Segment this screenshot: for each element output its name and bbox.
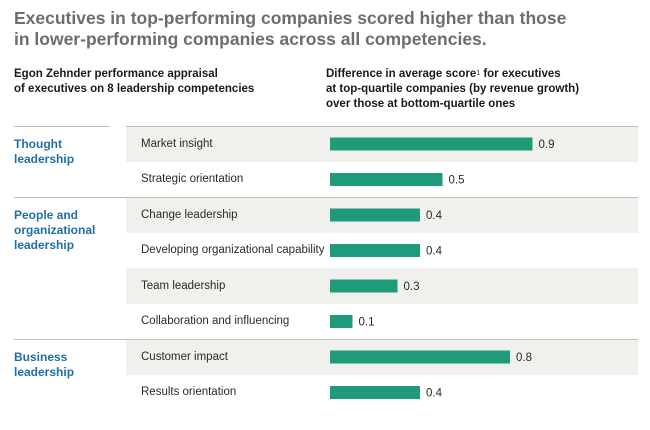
- competency-label-market-insight: Market insight: [141, 138, 213, 150]
- value-label: 0.5: [449, 175, 465, 187]
- right-header-line-3: over those at bottom-quartile ones: [326, 98, 516, 110]
- group-label-line: Thought: [14, 137, 62, 151]
- group-label-line: People and: [14, 208, 79, 222]
- value-label: 0.4: [426, 210, 443, 222]
- group-label-line: leadership: [14, 238, 75, 252]
- value-label: 0.1: [359, 317, 375, 329]
- group-label-people-and-organizational-leadership: People and organizational leadership: [14, 208, 95, 253]
- bar-developing-organizational-capability: [330, 244, 420, 257]
- right-header-line-1: Difference in average score1 for executi…: [326, 67, 579, 82]
- group-label-line: leadership: [14, 152, 75, 166]
- bar-strategic-orientation: [330, 173, 443, 186]
- group-divider: [14, 339, 638, 340]
- value-label: 0.9: [539, 139, 555, 151]
- value-label: 0.8: [516, 352, 532, 364]
- group-label-line: leadership: [14, 365, 75, 379]
- left-header-line-1: Egon Zehnder performance appraisal: [14, 68, 218, 80]
- right-header-line-2: at top-quartile companies (by revenue gr…: [326, 83, 580, 95]
- title-line-2: in lower-performing companies across all…: [14, 29, 487, 49]
- group-label-thought-leadership: Thought leadership: [14, 137, 74, 167]
- bar-collaboration-and-influencing: [330, 315, 353, 328]
- value-label: 0.4: [426, 388, 443, 400]
- group-label-line: Business: [14, 350, 68, 364]
- bar-customer-impact: [330, 350, 510, 364]
- value-label: 0.4: [426, 246, 443, 258]
- title-line-1: Executives in top-performing companies s…: [14, 8, 567, 28]
- group-divider: [14, 197, 638, 198]
- bar-market-insight: [330, 137, 533, 151]
- chart-title: Executives in top-performing companies s…: [14, 8, 634, 50]
- competency-label-customer-impact: Customer impact: [141, 351, 228, 363]
- competency-label-collaboration-and-influencing: Collaboration and influencing: [141, 315, 290, 327]
- right-column-header: Difference in average score1 for executi…: [326, 67, 579, 112]
- group-label-line: organizational: [14, 223, 96, 237]
- competency-label-team-leadership: Team leadership: [141, 280, 226, 292]
- value-label: 0.3: [404, 281, 420, 293]
- right-header-line-1-pre: Difference in average score: [326, 68, 477, 80]
- competency-label-developing-organizational-capability: Developing organizational capability: [141, 244, 325, 256]
- footnote-mark: 1: [476, 70, 481, 77]
- top-rule-left: [14, 126, 110, 127]
- right-header-line-1-post: for executives: [480, 68, 561, 80]
- bar-results-orientation: [330, 386, 420, 399]
- top-rule-right: [126, 126, 638, 127]
- competency-label-strategic-orientation: Strategic orientation: [141, 173, 244, 185]
- bar-change-leadership: [330, 208, 420, 222]
- left-column-header: Egon Zehnder performance appraisal of ex…: [14, 67, 254, 97]
- competency-label-results-orientation: Results orientation: [141, 386, 237, 398]
- group-label-business-leadership: Business leadership: [14, 350, 74, 380]
- bar-team-leadership: [330, 279, 398, 293]
- left-header-line-2: of executives on 8 leadership competenci…: [14, 83, 255, 95]
- competency-label-change-leadership: Change leadership: [141, 209, 238, 221]
